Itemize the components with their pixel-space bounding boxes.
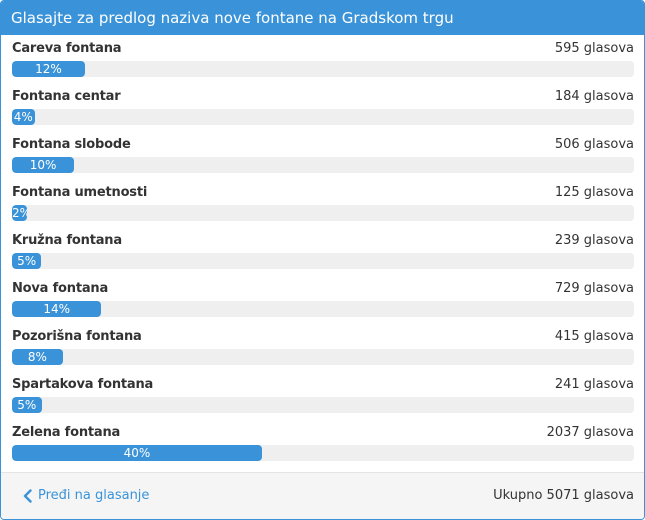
option-label: Careva fontana bbox=[12, 41, 122, 56]
progress-track: 5% bbox=[12, 253, 634, 269]
progress-bar: 40% bbox=[12, 445, 262, 461]
progress-bar: 12% bbox=[12, 61, 85, 77]
progress-track: 10% bbox=[12, 157, 634, 173]
vote-count: 184 glasova bbox=[554, 89, 634, 104]
option-label: Zelena fontana bbox=[12, 425, 121, 440]
result-row: Zelena fontana 2037 glasova 40% bbox=[1, 419, 644, 467]
result-row: Fontana umetnosti 125 glasova 2% bbox=[1, 179, 644, 227]
progress-bar: 14% bbox=[12, 301, 102, 317]
result-row: Pozorišna fontana 415 glasova 8% bbox=[1, 323, 644, 371]
panel-footer: Pređi na glasanje Ukupno 5071 glasova bbox=[1, 472, 644, 519]
progress-track: 8% bbox=[12, 349, 634, 365]
poll-title: Glasajte za predlog naziva nove fontane … bbox=[1, 1, 644, 35]
progress-track: 12% bbox=[12, 61, 634, 77]
vote-count: 125 glasova bbox=[554, 185, 634, 200]
option-label: Fontana centar bbox=[12, 89, 121, 104]
result-row: Nova fontana 729 glasova 14% bbox=[1, 275, 644, 323]
result-row: Careva fontana 595 glasova 12% bbox=[1, 35, 644, 83]
progress-track: 14% bbox=[12, 301, 634, 317]
progress-bar: 2% bbox=[12, 205, 28, 221]
vote-count: 239 glasova bbox=[554, 233, 634, 248]
progress-track: 40% bbox=[12, 445, 634, 461]
progress-bar: 5% bbox=[12, 253, 42, 269]
vote-count: 2037 glasova bbox=[546, 425, 634, 440]
progress-bar: 10% bbox=[12, 157, 75, 173]
option-label: Fontana slobode bbox=[12, 137, 131, 152]
progress-bar: 8% bbox=[12, 349, 63, 365]
vote-count: 415 glasova bbox=[554, 329, 634, 344]
option-label: Kružna fontana bbox=[12, 233, 122, 248]
option-label: Nova fontana bbox=[12, 281, 109, 296]
result-row: Spartakova fontana 241 glasova 5% bbox=[1, 371, 644, 419]
vote-count: 506 glasova bbox=[554, 137, 634, 152]
chevron-left-icon bbox=[23, 488, 32, 503]
vote-count: 595 glasova bbox=[554, 41, 634, 56]
result-row: Kružna fontana 239 glasova 5% bbox=[1, 227, 644, 275]
option-label: Pozorišna fontana bbox=[12, 329, 142, 344]
progress-track: 2% bbox=[12, 205, 634, 221]
progress-bar: 4% bbox=[12, 109, 35, 125]
result-row: Fontana centar 184 glasova 4% bbox=[1, 83, 644, 131]
total-votes: Ukupno 5071 glasova bbox=[493, 488, 634, 503]
results-list: Careva fontana 595 glasova 12% Fontana c… bbox=[1, 35, 644, 467]
option-label: Fontana umetnosti bbox=[12, 185, 148, 200]
progress-track: 4% bbox=[12, 109, 634, 125]
vote-count: 729 glasova bbox=[554, 281, 634, 296]
go-to-voting-link[interactable]: Pređi na glasanje bbox=[23, 473, 149, 519]
option-label: Spartakova fontana bbox=[12, 377, 154, 392]
vote-count: 241 glasova bbox=[554, 377, 634, 392]
progress-track: 5% bbox=[12, 397, 634, 413]
progress-bar: 5% bbox=[12, 397, 42, 413]
result-row: Fontana slobode 506 glasova 10% bbox=[1, 131, 644, 179]
go-to-voting-label: Pređi na glasanje bbox=[38, 488, 150, 503]
